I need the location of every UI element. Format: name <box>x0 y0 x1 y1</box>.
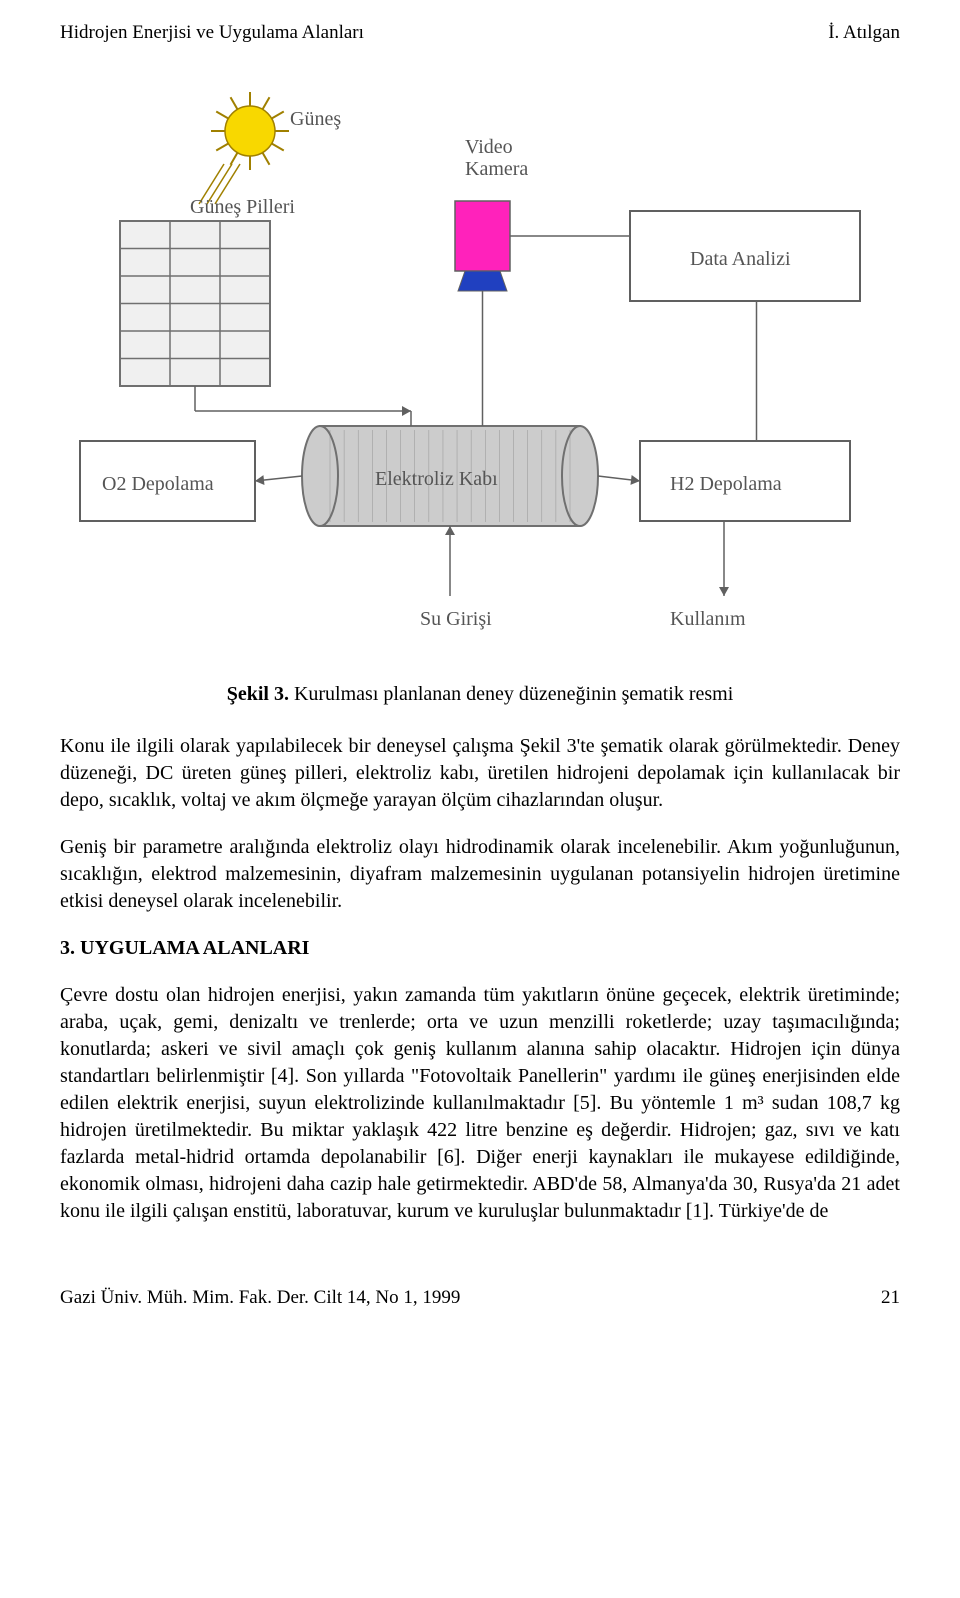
label-elektroliz-kabi: Elektroliz Kabı <box>375 466 498 493</box>
caption-bold: Şekil 3. <box>227 683 289 705</box>
figure-diagram: Güneş VideoKamera Güneş Pilleri Data Ana… <box>60 71 900 651</box>
paragraph-2: Geniş bir parametre aralığında elektroli… <box>60 834 900 915</box>
label-video-kamera: VideoKamera <box>465 136 528 180</box>
figure-caption: Şekil 3. Kurulması planlanan deney düzen… <box>60 681 900 708</box>
caption-rest: Kurulması planlanan deney düzeneğinin şe… <box>289 683 733 705</box>
page-header: Hidrojen Enerjisi ve Uygulama Alanları İ… <box>60 20 900 46</box>
label-data-analizi: Data Analizi <box>690 246 791 273</box>
paragraph-3: Çevre dostu olan hidrojen enerjisi, yakı… <box>60 982 900 1225</box>
section-heading: 3. UYGULAMA ALANLARI <box>60 935 900 962</box>
page-footer: Gazi Üniv. Müh. Mim. Fak. Der. Cilt 14, … <box>60 1285 900 1311</box>
header-left: Hidrojen Enerjisi ve Uygulama Alanları <box>60 20 364 46</box>
label-gunes: Güneş <box>290 106 341 133</box>
label-gunes-pilleri: Güneş Pilleri <box>190 194 295 221</box>
label-kullanim: Kullanım <box>670 606 746 633</box>
paragraph-1: Konu ile ilgili olarak yapılabilecek bir… <box>60 733 900 814</box>
label-o2-depolama: O2 Depolama <box>102 471 214 498</box>
footer-left: Gazi Üniv. Müh. Mim. Fak. Der. Cilt 14, … <box>60 1285 460 1311</box>
label-su-girisi: Su Girişi <box>420 606 492 633</box>
label-h2-depolama: H2 Depolama <box>670 471 782 498</box>
header-right: İ. Atılgan <box>828 20 900 46</box>
footer-right: 21 <box>881 1285 900 1311</box>
